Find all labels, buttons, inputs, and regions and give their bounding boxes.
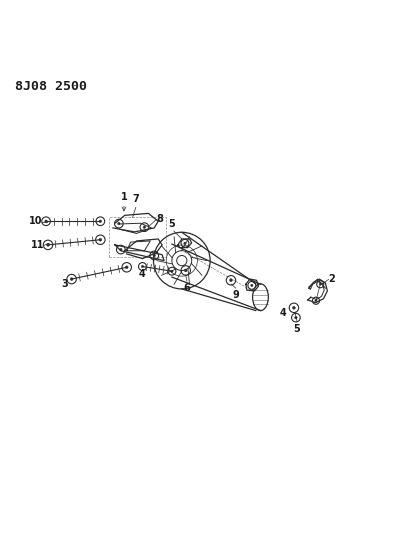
Text: 8: 8 bbox=[156, 214, 163, 224]
Text: 1: 1 bbox=[120, 191, 127, 201]
Text: 3: 3 bbox=[61, 279, 68, 289]
Text: 2: 2 bbox=[328, 274, 335, 284]
Text: 9: 9 bbox=[232, 290, 239, 300]
Text: 7: 7 bbox=[132, 195, 139, 204]
Circle shape bbox=[171, 270, 173, 272]
Text: 8J08 2500: 8J08 2500 bbox=[15, 79, 87, 93]
Circle shape bbox=[153, 254, 156, 257]
Circle shape bbox=[141, 265, 144, 268]
Circle shape bbox=[70, 278, 73, 280]
Circle shape bbox=[99, 238, 102, 241]
Circle shape bbox=[229, 279, 232, 281]
Text: 6: 6 bbox=[184, 283, 190, 293]
Circle shape bbox=[184, 269, 187, 272]
Circle shape bbox=[184, 242, 186, 245]
Circle shape bbox=[315, 300, 317, 302]
Text: 5: 5 bbox=[294, 325, 300, 334]
Text: 4: 4 bbox=[279, 308, 286, 318]
Circle shape bbox=[47, 244, 49, 246]
Circle shape bbox=[294, 317, 297, 319]
Text: 10: 10 bbox=[29, 216, 42, 226]
Circle shape bbox=[143, 226, 146, 229]
Text: 5: 5 bbox=[168, 219, 174, 229]
Circle shape bbox=[251, 284, 253, 287]
Circle shape bbox=[99, 220, 102, 223]
Circle shape bbox=[120, 248, 122, 251]
Text: 4: 4 bbox=[139, 269, 146, 279]
Bar bbox=[109, 217, 166, 257]
Circle shape bbox=[292, 306, 295, 309]
Circle shape bbox=[319, 283, 321, 285]
Circle shape bbox=[45, 220, 47, 223]
Circle shape bbox=[125, 266, 128, 269]
Text: 11: 11 bbox=[31, 240, 44, 250]
Circle shape bbox=[118, 222, 120, 225]
